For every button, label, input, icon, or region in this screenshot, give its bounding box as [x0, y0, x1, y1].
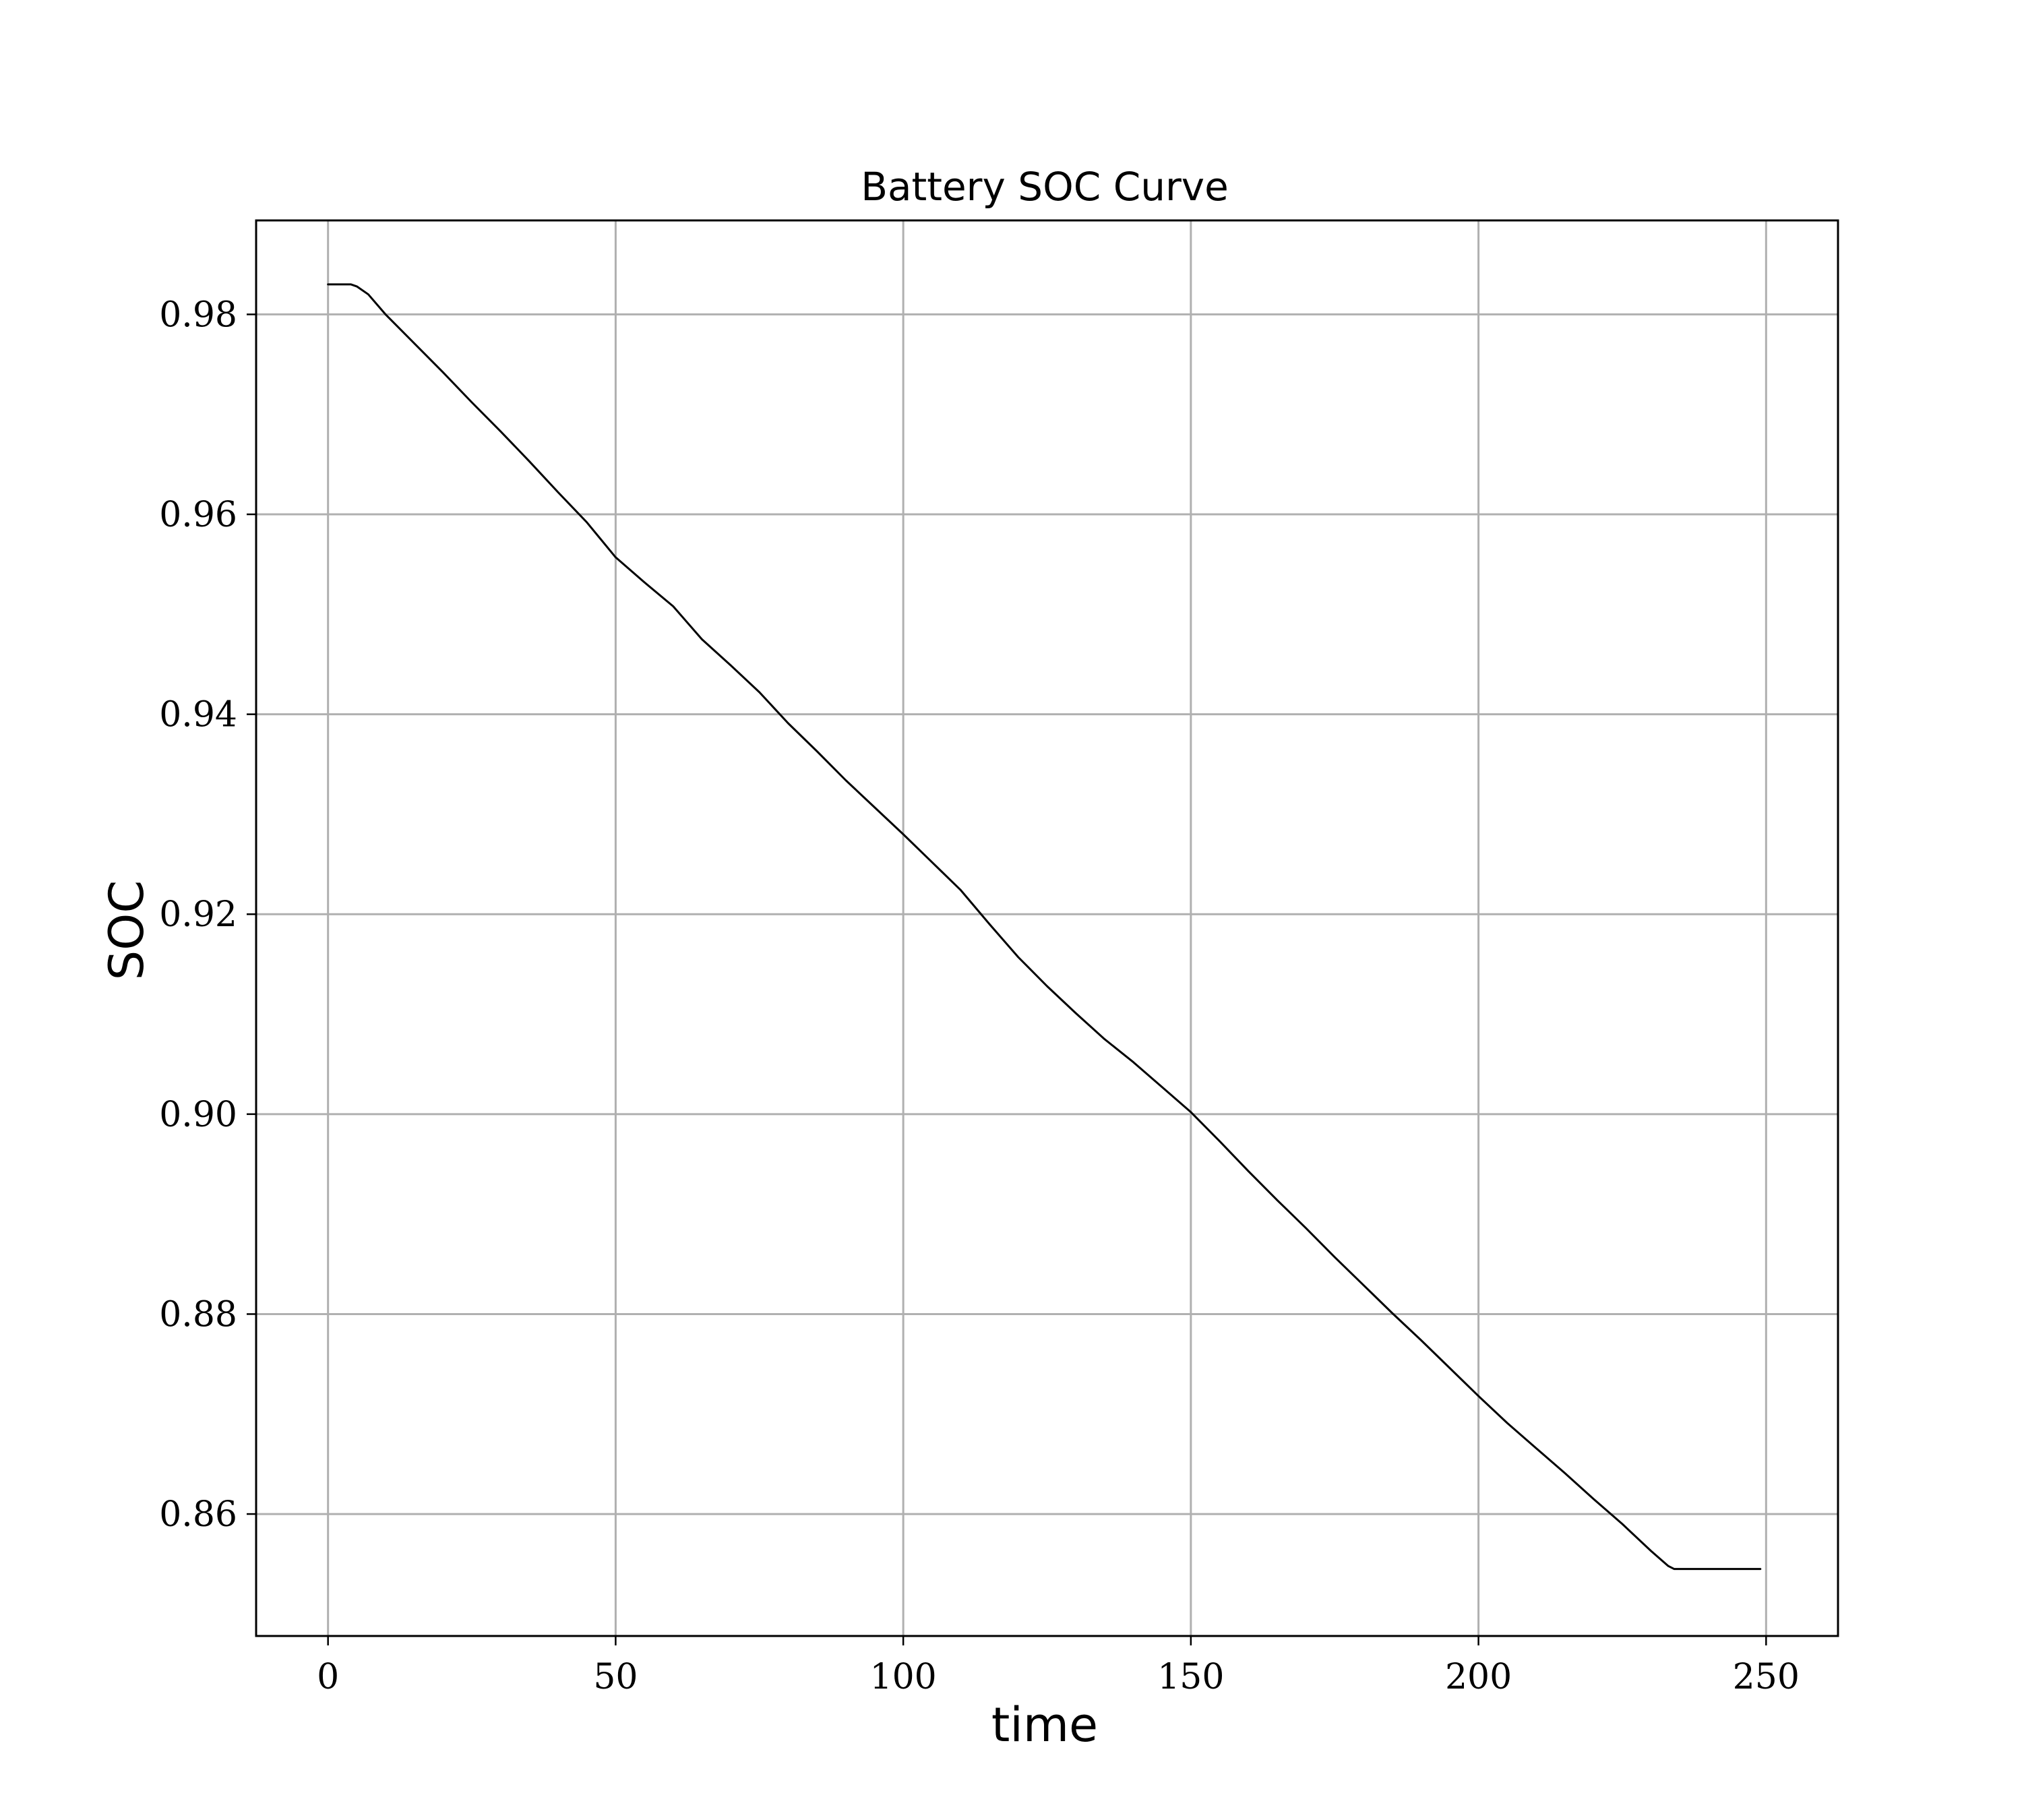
x-tick-label: 50 [593, 1657, 638, 1697]
x-tick-label: 150 [1157, 1657, 1224, 1697]
soc-series-line [327, 283, 1762, 1571]
ticks: 0 50 100 150 200 250 0.86 0.88 0.90 0.92 0.94 0.96 0… [159, 295, 1800, 1697]
y-tick-label: 0.98 [159, 295, 237, 335]
y-axis-label: SOC [99, 880, 154, 980]
x-axis-label: time [991, 1697, 1098, 1753]
y-tick-label: 0.90 [159, 1095, 237, 1135]
y-tick-label: 0.96 [159, 495, 237, 535]
x-tick-label: 200 [1445, 1657, 1512, 1697]
y-tick-label: 0.92 [159, 894, 237, 935]
chart-title: Battery SOC Curve [861, 164, 1229, 210]
y-tick-label: 0.88 [159, 1294, 237, 1335]
plot-frame [255, 219, 1839, 1637]
series-layer [327, 283, 1762, 1571]
y-tick-label: 0.86 [159, 1494, 237, 1535]
x-tick-label: 0 [317, 1657, 339, 1697]
grid [256, 220, 1838, 1636]
y-tick-label: 0.94 [159, 695, 237, 735]
x-tick-label: 100 [870, 1657, 937, 1697]
x-tick-label: 250 [1733, 1657, 1800, 1697]
